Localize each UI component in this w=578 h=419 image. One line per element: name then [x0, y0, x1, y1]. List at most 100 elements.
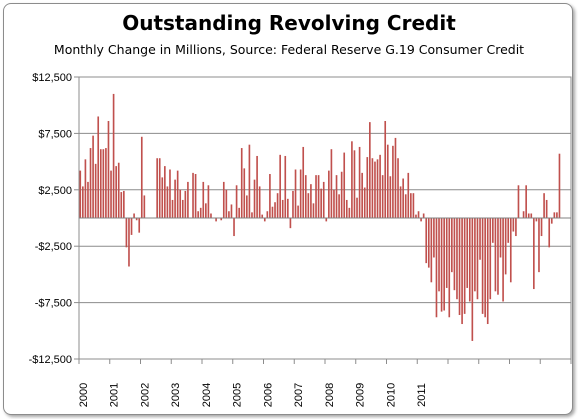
bar	[243, 168, 246, 218]
bar	[281, 199, 284, 218]
bar	[527, 213, 530, 218]
bar	[389, 176, 392, 218]
bar	[284, 155, 287, 218]
bar	[466, 218, 469, 288]
bar	[279, 154, 281, 218]
bar	[176, 170, 179, 218]
bar	[361, 172, 363, 218]
x-tick-label: 2010	[385, 383, 397, 407]
bar	[415, 214, 417, 218]
bar	[120, 192, 123, 218]
bar	[538, 218, 540, 273]
bar	[220, 218, 223, 221]
bar	[161, 177, 164, 218]
bar	[438, 218, 440, 292]
bar	[99, 149, 102, 218]
bar	[215, 218, 217, 222]
x-tick-label: 2000	[78, 383, 90, 407]
bar	[386, 144, 389, 218]
bar	[379, 154, 381, 218]
bar	[474, 218, 476, 292]
bar	[102, 149, 105, 218]
bar	[435, 218, 438, 318]
bar	[430, 218, 433, 283]
bar	[320, 188, 322, 218]
bar	[258, 186, 261, 218]
bar	[317, 175, 320, 218]
bar	[351, 141, 353, 218]
bar	[105, 148, 107, 218]
bar	[481, 218, 484, 314]
bar	[310, 184, 312, 218]
bar	[128, 218, 130, 267]
bar	[353, 150, 356, 218]
bar	[556, 212, 558, 218]
bar	[522, 211, 525, 218]
x-tick-label: 2006	[262, 383, 274, 407]
bar	[440, 218, 443, 312]
bar	[225, 189, 228, 218]
bar	[174, 179, 176, 218]
bar	[540, 218, 543, 237]
bar	[489, 218, 492, 300]
bar	[420, 218, 422, 222]
bar	[330, 149, 333, 218]
chart-subtitle: Monthly Change in Millions, Source: Fede…	[54, 42, 524, 57]
bar	[486, 218, 489, 325]
y-tick-label: $7,500	[38, 128, 72, 140]
bar	[348, 207, 351, 218]
bar	[358, 146, 361, 218]
bar	[79, 170, 82, 218]
bar	[366, 157, 369, 218]
bar	[302, 146, 305, 218]
bar	[325, 218, 328, 222]
x-tick-label: 2001	[109, 383, 121, 407]
bar	[461, 218, 463, 325]
x-tick-label: 2011	[416, 383, 428, 407]
bar	[184, 190, 187, 218]
x-tick-label: 2009	[355, 383, 367, 407]
bar	[322, 181, 325, 218]
bar	[312, 203, 315, 218]
bar	[558, 153, 561, 218]
bar	[345, 199, 348, 218]
bar	[407, 172, 410, 218]
bar	[445, 218, 448, 288]
bar	[169, 169, 171, 218]
bar	[171, 199, 174, 218]
bar	[545, 199, 548, 218]
bar	[110, 170, 112, 218]
bar	[89, 148, 92, 218]
bar	[507, 218, 510, 243]
bar	[328, 170, 330, 218]
y-tick-label: $2,500	[38, 185, 72, 197]
bar	[266, 211, 269, 218]
plot-area: -$12,500 -$7,500 -$2,500 $2,500 $7,500 $12,50…	[29, 72, 572, 407]
bar	[97, 116, 100, 218]
x-tick-label: 2003	[170, 383, 182, 407]
bar	[130, 218, 133, 235]
bar	[451, 218, 453, 273]
bar	[271, 206, 274, 218]
bar	[484, 218, 486, 318]
bar	[512, 218, 515, 232]
y-tick-label: -$7,500	[35, 298, 72, 310]
bar	[292, 190, 294, 218]
bar	[263, 218, 266, 222]
y-tick-label: $12,500	[32, 72, 72, 84]
bar	[248, 144, 251, 218]
bar	[251, 212, 253, 218]
bar	[158, 158, 161, 218]
bar	[494, 218, 497, 292]
bar	[205, 203, 207, 218]
bar	[164, 166, 166, 218]
bar	[181, 199, 184, 218]
bar	[140, 136, 143, 218]
bar	[92, 135, 94, 218]
bar	[179, 189, 182, 218]
bar	[356, 197, 358, 218]
bar	[192, 172, 194, 218]
bar	[274, 202, 276, 218]
bar	[369, 122, 371, 218]
bar	[238, 207, 240, 218]
